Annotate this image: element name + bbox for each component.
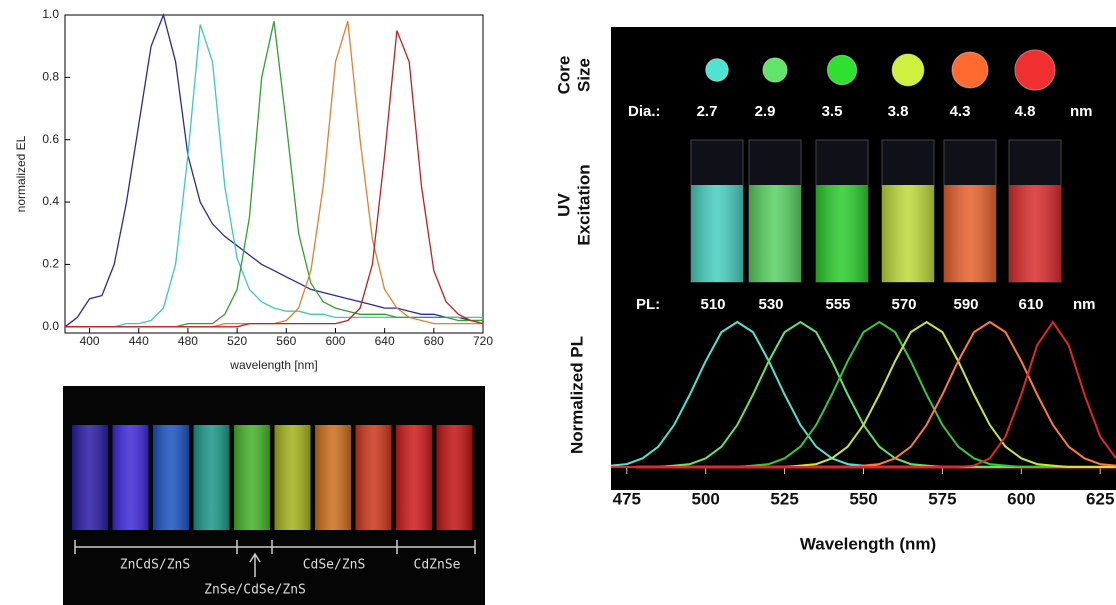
- diameter: 2.9: [755, 103, 776, 120]
- vial-shade: [274, 425, 311, 530]
- vial-shade: [234, 425, 270, 530]
- x-tick-label: 600: [1007, 489, 1035, 508]
- x-tick-label: 600: [325, 334, 345, 348]
- x-tick-label: 560: [276, 334, 296, 348]
- row-label: Size: [574, 58, 593, 92]
- core-dot: [951, 51, 989, 89]
- vial-shade: [816, 185, 868, 282]
- vial-shade: [355, 425, 392, 530]
- x-tick-label: 440: [129, 334, 149, 348]
- pl-peak: 570: [891, 296, 916, 313]
- y-tick-label: 1.0: [42, 7, 59, 21]
- shell-label: ZnCdS/ZnS: [120, 558, 190, 573]
- x-tick-label: 680: [424, 334, 444, 348]
- line-series: [65, 30, 484, 328]
- vials: [72, 425, 473, 530]
- diameter: 4.3: [950, 103, 971, 120]
- shell-label: CdSe/ZnS: [303, 558, 366, 573]
- vial-shade: [944, 185, 996, 282]
- vial-shade: [315, 425, 351, 530]
- vial-shade: [882, 185, 934, 282]
- y-tick-label: 0.4: [42, 194, 59, 208]
- shell-label: ZnSe/CdSe/ZnS: [204, 583, 306, 598]
- diameter: 4.8: [1015, 103, 1036, 120]
- row-label: Excitation: [574, 164, 593, 245]
- vial-shade: [1009, 185, 1061, 282]
- pl-peak: 610: [1018, 296, 1043, 313]
- pl-peak: 590: [953, 296, 978, 313]
- x-tick-label: 525: [770, 489, 798, 508]
- shell-label: CdZnSe: [414, 558, 461, 573]
- bracket: [74, 540, 476, 577]
- pl-peak: 530: [758, 296, 783, 313]
- y-tick-label: 0.8: [42, 70, 59, 84]
- pl-peak: 555: [825, 296, 850, 313]
- x-tick-label: 520: [227, 334, 247, 348]
- y-tick-label: 0.6: [42, 132, 59, 146]
- line-series: [611, 320, 1116, 468]
- x-tick-label: 400: [80, 334, 100, 348]
- x-tick-label: 500: [692, 489, 720, 508]
- dia-unit: nm: [1070, 103, 1093, 120]
- vials: [690, 139, 1062, 283]
- x-tick-label: 480: [178, 334, 198, 348]
- vial-shade: [112, 425, 149, 530]
- x-axis-label: Wavelength (nm): [800, 534, 936, 553]
- plot-frame: [64, 14, 484, 334]
- core-dot: [705, 58, 729, 82]
- x-tick-label: 625: [1086, 489, 1114, 508]
- core-dot: [1014, 49, 1056, 91]
- pl-label: PL:: [636, 296, 660, 313]
- vial-shade: [193, 425, 230, 530]
- diameter: 2.7: [697, 103, 718, 120]
- vial-shade: [691, 185, 743, 282]
- pl-peak: 510: [700, 296, 725, 313]
- diameter: 3.8: [888, 103, 909, 120]
- y-axis-label: normalized EL: [14, 135, 28, 212]
- line-series: [64, 12, 483, 328]
- dia-label: Dia.:: [628, 103, 661, 120]
- x-tick-label: 475: [613, 489, 641, 508]
- y-tick-label: 0.0: [42, 319, 59, 333]
- diameter: 3.5: [822, 103, 843, 120]
- vial-shade: [153, 425, 189, 530]
- row-label: Core: [554, 56, 573, 95]
- core-dot: [891, 53, 925, 87]
- x-tick-label: 575: [928, 489, 956, 508]
- x-tick-label: 550: [849, 489, 877, 508]
- x-tick-label: 720: [473, 334, 493, 348]
- y-axis-label: Normalized PL: [567, 336, 586, 454]
- row-label: UV: [554, 193, 573, 217]
- pl-unit: nm: [1073, 296, 1096, 313]
- vial-shade: [396, 425, 432, 530]
- vial-shade: [72, 425, 108, 530]
- x-tick-label: 640: [375, 334, 395, 348]
- y-tick-label: 0.2: [42, 257, 59, 271]
- core-dot: [762, 57, 788, 83]
- core-dot: [826, 54, 858, 86]
- vial-shade: [436, 425, 473, 530]
- vial-shade: [749, 185, 801, 282]
- x-axis-label: wavelength [nm]: [229, 358, 317, 372]
